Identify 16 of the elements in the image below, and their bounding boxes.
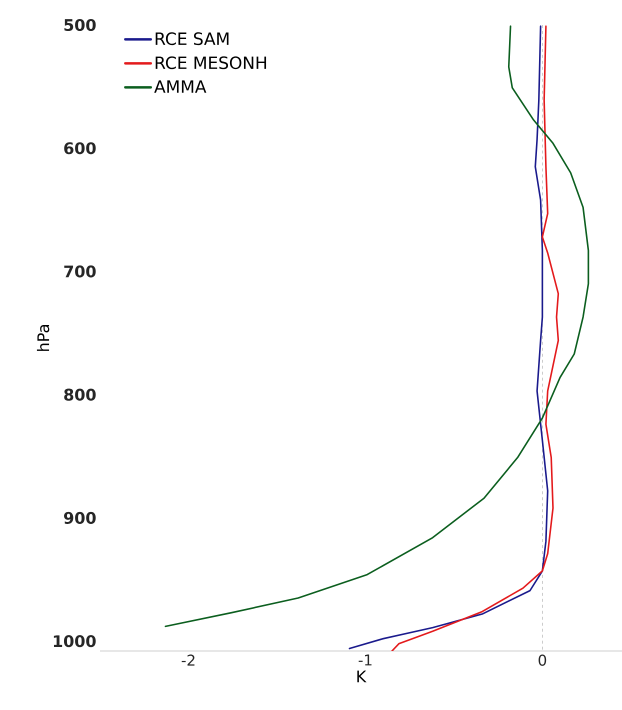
x-tick-label: 0 xyxy=(538,654,546,666)
y-tick-label: 700 xyxy=(64,265,96,278)
y-axis-title: hPa xyxy=(36,325,50,351)
legend-label: AMMA xyxy=(154,80,206,93)
y-tick-label: 900 xyxy=(64,512,96,524)
line-series xyxy=(348,25,548,650)
y-tick-label: 600 xyxy=(64,142,96,154)
legend-label: RCE SAM xyxy=(156,32,228,46)
x-axis-title: K xyxy=(357,670,367,682)
y-tick-label: 1000 xyxy=(54,635,96,648)
x-tick-label: -1 xyxy=(358,654,372,666)
y-tick-label: 500 xyxy=(64,18,96,32)
line-series xyxy=(391,25,560,652)
y-tick-label: 800 xyxy=(64,388,96,401)
legend-label: RCE MESONH xyxy=(156,56,266,70)
x-tick-label: -2 xyxy=(182,654,194,666)
